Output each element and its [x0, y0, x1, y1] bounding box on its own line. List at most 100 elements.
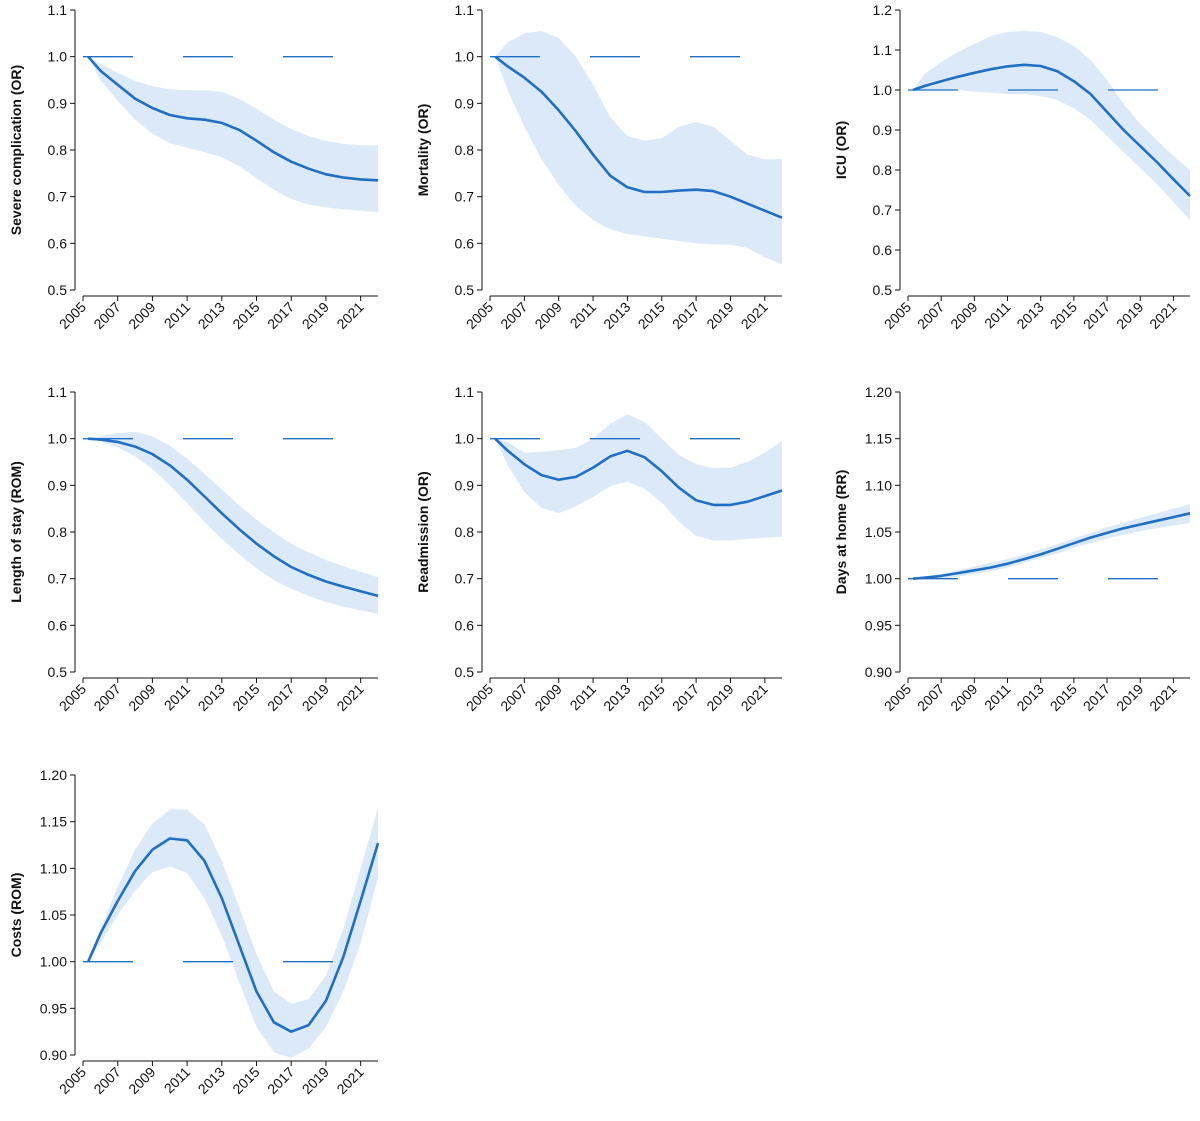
y-tick-label: 0.95 — [40, 1000, 67, 1016]
x-tick-label: 2019 — [299, 299, 332, 332]
chart-panel: 0.5 0.6 0.7 0.8 0.9 1.0 1.1 1.2 2005 2007 2009 2011… — [833, 2, 1191, 332]
y-tick-label: 1.0 — [48, 431, 68, 447]
y-tick-label: 0.7 — [48, 571, 68, 587]
y-tick-label: 0.5 — [455, 664, 475, 680]
x-tick-label: 2013 — [195, 681, 228, 714]
y-tick-label: 1.1 — [873, 42, 893, 58]
x-tick-label: 2009 — [125, 299, 158, 332]
x-tick-label: 2007 — [914, 681, 947, 714]
x-tick-label: 2015 — [229, 299, 262, 332]
y-tick-label: 1.10 — [865, 477, 892, 493]
x-tick-label: 2019 — [1113, 681, 1146, 714]
y-tick-label: 0.9 — [48, 477, 68, 493]
estimate-line — [912, 63, 1191, 197]
y-axis-label: Severe complication (OR) — [8, 65, 24, 235]
x-tick-label: 2013 — [600, 681, 633, 714]
y-tick-label: 1.0 — [873, 82, 893, 98]
x-tick-label: 2011 — [161, 681, 194, 714]
x-tick-label: 2007 — [90, 681, 123, 714]
x-tick-label: 2013 — [1013, 299, 1046, 332]
y-tick-label: 1.20 — [40, 767, 67, 783]
x-tick-label: 2015 — [229, 681, 262, 714]
confidence-band — [88, 56, 378, 213]
y-tick-label: 0.8 — [873, 162, 893, 178]
x-tick-label: 2021 — [1146, 299, 1179, 332]
x-tick-label: 2013 — [195, 299, 228, 332]
x-tick-label: 2021 — [1146, 681, 1179, 714]
x-tick-label: 2009 — [125, 1064, 158, 1097]
y-tick-label: 0.5 — [48, 664, 68, 680]
confidence-band — [913, 504, 1190, 579]
confidence-band — [495, 31, 782, 265]
x-tick-label: 2017 — [669, 299, 702, 332]
x-tick-label: 2019 — [703, 299, 736, 332]
x-tick-label: 2011 — [981, 681, 1014, 714]
y-tick-label: 1.1 — [48, 2, 68, 18]
y-tick-label: 0.6 — [48, 617, 68, 633]
y-axis-label: Length of stay (ROM) — [8, 461, 24, 603]
x-tick-label: 2009 — [531, 681, 564, 714]
confidence-band — [495, 414, 782, 541]
y-tick-label: 0.7 — [873, 202, 893, 218]
y-tick-label: 1.1 — [48, 384, 68, 400]
x-tick-label: 2005 — [463, 681, 496, 714]
x-tick-label: 2017 — [669, 681, 702, 714]
chart-panel: 0.90 0.95 1.00 1.05 1.10 1.15 1.20 2005 2007 2009… — [833, 384, 1191, 714]
x-tick-label: 2011 — [161, 299, 194, 332]
y-axis-label: Costs (ROM) — [8, 873, 24, 958]
y-tick-label: 1.0 — [455, 49, 475, 65]
x-tick-label: 2013 — [195, 1064, 228, 1097]
y-tick-label: 1.1 — [455, 2, 475, 18]
confidence-band — [88, 807, 378, 1058]
x-tick-label: 2011 — [161, 1064, 194, 1097]
x-tick-label: 2017 — [264, 299, 297, 332]
estimate-line — [494, 437, 783, 507]
y-tick-label: 0.6 — [455, 235, 475, 251]
y-tick-label: 0.5 — [455, 282, 475, 298]
x-tick-label: 2017 — [1080, 681, 1113, 714]
y-tick-label: 0.8 — [48, 142, 68, 158]
x-tick-label: 2015 — [1047, 681, 1080, 714]
y-tick-label: 1.00 — [40, 954, 67, 970]
y-tick-label: 0.8 — [455, 524, 475, 540]
y-tick-label: 0.9 — [873, 122, 893, 138]
y-tick-label: 0.7 — [455, 189, 475, 205]
y-tick-label: 1.0 — [455, 431, 475, 447]
y-tick-label: 1.00 — [865, 571, 892, 587]
y-tick-label: 1.05 — [865, 524, 892, 540]
estimate-line — [912, 512, 1191, 580]
x-tick-label: 2011 — [567, 681, 600, 714]
x-tick-label: 2007 — [90, 299, 123, 332]
x-tick-label: 2007 — [914, 299, 947, 332]
y-tick-label: 1.15 — [865, 431, 892, 447]
y-tick-label: 0.5 — [48, 282, 68, 298]
x-tick-label: 2005 — [56, 681, 89, 714]
x-tick-label: 2005 — [881, 299, 914, 332]
x-tick-label: 2005 — [881, 681, 914, 714]
x-tick-label: 2017 — [264, 681, 297, 714]
x-tick-label: 2011 — [981, 299, 1014, 332]
y-tick-label: 0.90 — [40, 1047, 67, 1063]
x-tick-label: 2019 — [703, 681, 736, 714]
x-tick-label: 2015 — [635, 681, 668, 714]
y-tick-label: 0.9 — [455, 477, 475, 493]
y-axis-label: ICU (OR) — [833, 121, 849, 179]
x-tick-label: 2015 — [1047, 299, 1080, 332]
y-tick-label: 0.7 — [48, 189, 68, 205]
estimate-line — [87, 55, 379, 182]
x-tick-label: 2005 — [56, 1064, 89, 1097]
y-tick-label: 0.8 — [48, 524, 68, 540]
x-tick-label: 2019 — [299, 1064, 332, 1097]
chart-panel: 0.90 0.95 1.00 1.05 1.10 1.15 1.20 2005 2007 2009… — [8, 767, 380, 1097]
y-tick-label: 0.5 — [873, 282, 893, 298]
y-tick-label: 1.0 — [48, 49, 68, 65]
x-tick-label: 2007 — [90, 1064, 123, 1097]
y-tick-label: 1.15 — [40, 814, 67, 830]
y-axis-label: Mortality (OR) — [415, 104, 431, 197]
x-tick-label: 2021 — [738, 681, 771, 714]
confidence-band — [913, 30, 1190, 220]
